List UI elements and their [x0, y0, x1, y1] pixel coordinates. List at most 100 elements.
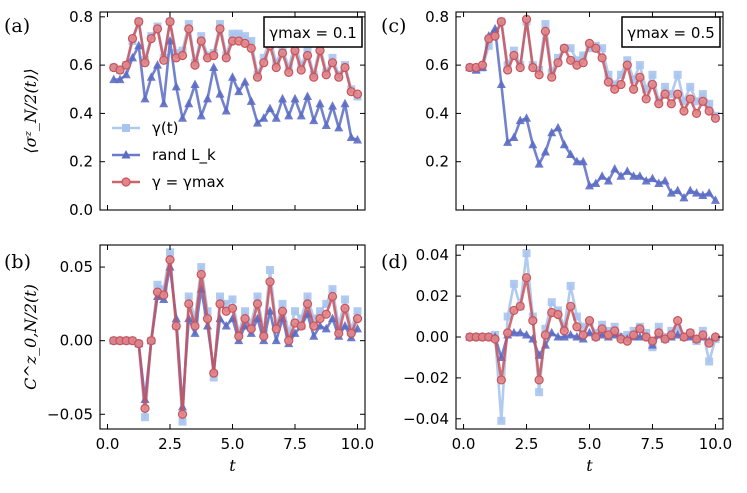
panel-label: (c) [381, 15, 406, 37]
data-point [303, 91, 312, 101]
data-point [673, 70, 682, 79]
data-point [628, 84, 639, 94]
data-point [221, 320, 231, 330]
data-point [705, 357, 714, 366]
data-point [698, 330, 708, 340]
x-tick-label: 7.5 [641, 435, 665, 453]
data-point [321, 70, 331, 80]
data-point [509, 46, 518, 55]
data-point [296, 65, 306, 75]
data-point [572, 56, 581, 65]
data-point [184, 24, 194, 34]
data-point [598, 44, 607, 53]
data-point [661, 82, 670, 91]
data-point [522, 329, 532, 339]
data-point [284, 63, 293, 72]
data-point [302, 50, 313, 61]
y-tick-label: 0.4 [69, 104, 93, 122]
data-point [290, 328, 300, 337]
data-point [509, 279, 518, 288]
data-point [159, 98, 169, 108]
data-point [321, 323, 331, 333]
data-point [352, 89, 363, 99]
data-point [353, 323, 362, 333]
data-point [277, 306, 288, 316]
data-point [679, 332, 689, 342]
data-point [603, 176, 613, 185]
data-point [685, 328, 695, 338]
data-point [259, 331, 269, 341]
data-point [534, 70, 544, 80]
data-point [579, 322, 588, 331]
data-point [553, 309, 563, 320]
data-point [278, 44, 287, 53]
data-point [572, 322, 582, 332]
data-point [616, 70, 625, 79]
data-point [666, 188, 676, 197]
data-point [521, 273, 532, 283]
x-axis-label: t [229, 456, 236, 475]
data-point [641, 94, 651, 104]
y-tick-label: 0.05 [60, 258, 93, 276]
data-point [265, 277, 275, 287]
data-point [284, 110, 294, 120]
data-point [603, 77, 613, 87]
data-point [610, 326, 620, 336]
data-point [328, 53, 337, 62]
data-point [171, 81, 181, 91]
data-point [591, 43, 601, 53]
y-tick-label: −0.04 [403, 410, 449, 428]
data-point [635, 61, 644, 70]
data-point [171, 321, 181, 331]
data-point [341, 295, 349, 304]
data-point [259, 113, 269, 122]
data-point [616, 171, 626, 180]
data-point [290, 46, 300, 56]
data-point [622, 336, 632, 346]
data-point [660, 176, 670, 185]
data-point [297, 314, 306, 323]
data-point [152, 24, 163, 34]
x-tick-label: 7.5 [283, 435, 307, 453]
data-point [509, 132, 519, 142]
data-point [115, 74, 125, 84]
data-point [291, 307, 299, 316]
data-point [309, 321, 319, 331]
data-point [522, 113, 532, 122]
data-point [628, 330, 639, 340]
data-point [240, 38, 250, 48]
data-point [673, 324, 682, 333]
data-point [641, 332, 651, 342]
data-point [585, 180, 594, 190]
data-point [277, 48, 288, 58]
data-point [660, 334, 670, 344]
data-point [666, 330, 676, 340]
axes-frame [99, 244, 366, 430]
data-point [184, 98, 194, 108]
data-point [146, 72, 156, 81]
data-point [635, 171, 645, 180]
data-point [591, 178, 601, 187]
data-point [673, 316, 683, 326]
data-point [216, 292, 224, 301]
data-point [271, 335, 281, 345]
data-point [584, 316, 595, 326]
data-point [654, 328, 664, 338]
data-point [296, 321, 306, 331]
data-point [140, 93, 150, 103]
data-point [177, 50, 188, 61]
data-point [146, 33, 156, 44]
data-point [196, 269, 206, 280]
data-point [309, 115, 319, 125]
data-point [509, 50, 519, 61]
legend: γ(t) rand L_k γ = γmax [112, 119, 225, 191]
data-point [184, 299, 194, 309]
data-point [241, 32, 249, 41]
y-tick-label: 0.8 [425, 8, 449, 26]
data-point [705, 99, 714, 108]
data-point [346, 328, 356, 338]
x-axis-label: t [586, 456, 593, 475]
data-point [679, 97, 688, 106]
data-point [534, 159, 544, 168]
data-point [647, 336, 658, 346]
